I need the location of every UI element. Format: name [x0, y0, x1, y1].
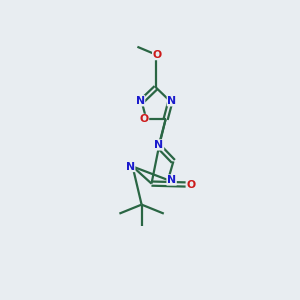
Text: N: N	[167, 96, 176, 106]
Text: O: O	[153, 50, 162, 60]
Text: O: O	[186, 179, 195, 190]
Text: N: N	[167, 175, 176, 185]
Text: O: O	[140, 114, 148, 124]
Text: N: N	[126, 161, 135, 172]
Text: N: N	[136, 96, 145, 106]
Text: N: N	[154, 140, 164, 150]
